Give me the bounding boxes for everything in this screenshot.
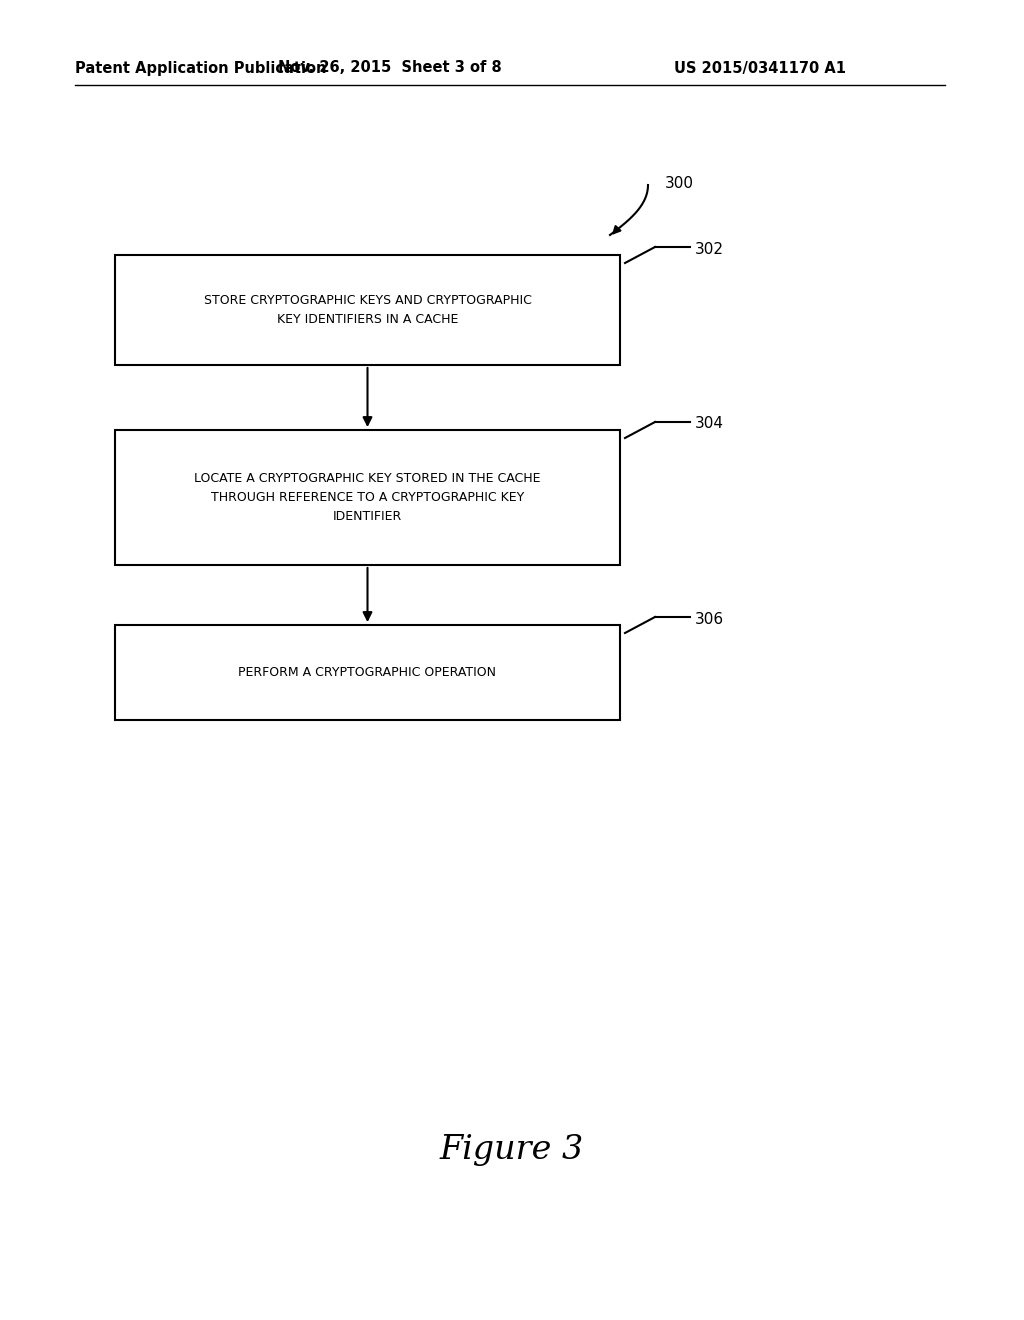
Bar bbox=[115, 624, 620, 719]
Text: 300: 300 bbox=[665, 176, 694, 190]
Text: PERFORM A CRYPTOGRAPHIC OPERATION: PERFORM A CRYPTOGRAPHIC OPERATION bbox=[239, 667, 497, 678]
Text: Patent Application Publication: Patent Application Publication bbox=[75, 61, 327, 75]
Text: Figure 3: Figure 3 bbox=[440, 1134, 584, 1166]
Text: LOCATE A CRYPTOGRAPHIC KEY STORED IN THE CACHE
THROUGH REFERENCE TO A CRYPTOGRAP: LOCATE A CRYPTOGRAPHIC KEY STORED IN THE… bbox=[195, 473, 541, 523]
Bar bbox=[115, 430, 620, 565]
Text: STORE CRYPTOGRAPHIC KEYS AND CRYPTOGRAPHIC
KEY IDENTIFIERS IN A CACHE: STORE CRYPTOGRAPHIC KEYS AND CRYPTOGRAPH… bbox=[204, 294, 531, 326]
Text: Nov. 26, 2015  Sheet 3 of 8: Nov. 26, 2015 Sheet 3 of 8 bbox=[279, 61, 502, 75]
Text: 306: 306 bbox=[695, 611, 724, 627]
Text: US 2015/0341170 A1: US 2015/0341170 A1 bbox=[674, 61, 846, 75]
Text: 304: 304 bbox=[695, 417, 724, 432]
Bar bbox=[115, 255, 620, 366]
Text: 302: 302 bbox=[695, 242, 724, 256]
